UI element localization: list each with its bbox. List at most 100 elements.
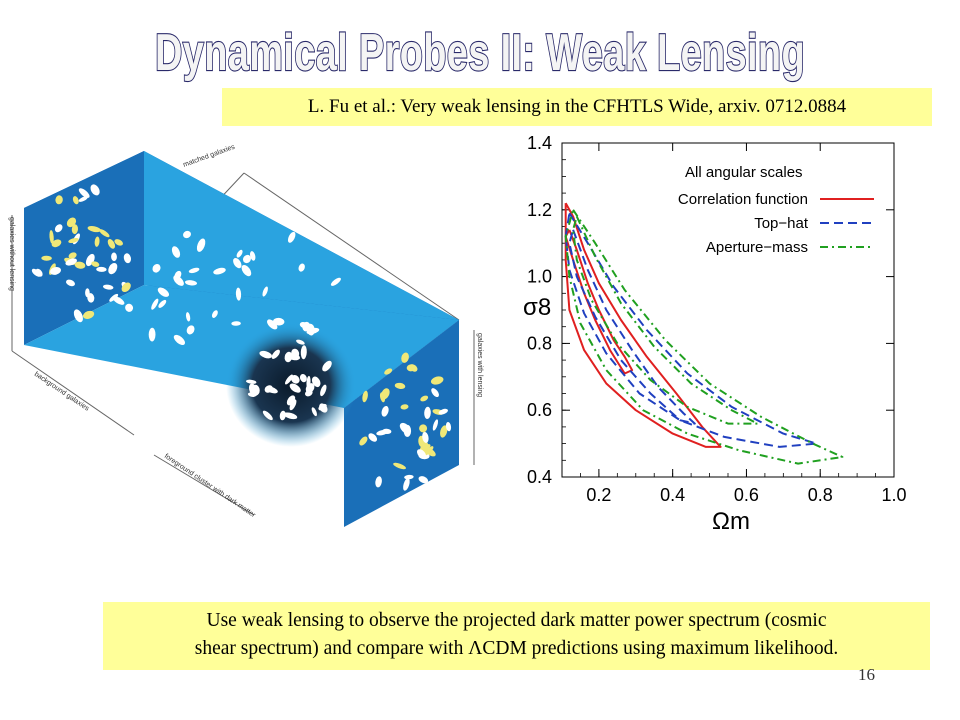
galaxy-ellipse — [152, 264, 161, 273]
galaxy-ellipse — [188, 267, 200, 274]
galaxy-ellipse — [41, 255, 52, 261]
galaxy-ellipse — [241, 264, 252, 277]
galaxy-ellipse — [186, 325, 195, 335]
galaxy-ellipse — [173, 334, 186, 345]
caption-line-2: shear spectrum) and compare with ΛCDM pr… — [194, 638, 839, 659]
y-tick-label: 1.2 — [527, 200, 552, 220]
galaxy-ellipse — [102, 284, 114, 290]
slide-title-text: Dynamical Probes II: Weak Lensing — [155, 24, 805, 82]
label-matched: matched galaxies — [182, 143, 236, 168]
galaxy-ellipse — [71, 224, 79, 235]
galaxy-ellipse — [290, 374, 300, 384]
x-tick-label: 0.2 — [586, 485, 611, 505]
label-foreground: foreground cluster with dark matter — [163, 453, 257, 520]
galaxy-ellipse — [51, 239, 62, 248]
galaxy-ellipse — [211, 310, 218, 318]
galaxy-ellipse — [319, 403, 328, 413]
galaxy-ellipse — [259, 350, 272, 359]
galaxy-ellipse — [289, 399, 297, 411]
galaxy-ellipse — [121, 282, 131, 293]
galaxy-ellipse — [54, 224, 63, 233]
galaxy-ellipse — [284, 351, 293, 363]
contour-dashdot-0 — [572, 216, 759, 425]
galaxy-ellipse — [123, 253, 131, 264]
galaxy-ellipse — [158, 299, 167, 308]
x-tick-label: 1.0 — [881, 485, 906, 505]
galaxy-ellipse — [78, 196, 88, 202]
galaxy-ellipse — [72, 196, 79, 205]
galaxy-ellipse — [424, 406, 431, 419]
galaxy-ellipse — [49, 230, 54, 244]
contour-dashed-0 — [568, 229, 696, 425]
galaxy-ellipse — [31, 268, 42, 277]
galaxy-ellipse — [157, 287, 170, 297]
galaxy-ellipse — [65, 258, 77, 266]
y-tick-label: 0.6 — [527, 400, 552, 420]
galaxy-ellipse — [49, 266, 62, 275]
galaxy-ellipse — [196, 238, 206, 252]
galaxy-ellipse — [320, 384, 327, 397]
galaxy-ellipse — [82, 310, 95, 319]
citation-box: L. Fu et al.: Very weak lensing in the C… — [222, 88, 932, 126]
galaxy-ellipse — [91, 261, 100, 267]
galaxy-ellipse — [285, 374, 293, 385]
contour-solid-1 — [564, 202, 722, 448]
galaxy-ellipse — [243, 254, 251, 264]
galaxy-ellipse — [381, 405, 389, 417]
galaxy-ellipse — [403, 424, 412, 437]
galaxy-ellipse — [420, 395, 429, 402]
galaxy-ellipse — [111, 252, 117, 262]
legend-label: Top−hat — [754, 215, 809, 232]
galaxy-ellipse — [322, 360, 332, 372]
galaxy-ellipse — [375, 476, 382, 488]
galaxy-ellipse — [125, 303, 134, 312]
galaxy-ellipse — [299, 374, 307, 383]
galaxy-ellipse — [289, 383, 301, 393]
galaxy-ellipse — [66, 217, 77, 228]
galaxy-ellipse — [174, 270, 182, 280]
x-tick-label: 0.8 — [808, 485, 833, 505]
galaxy-ellipse — [419, 424, 428, 433]
galaxy-ellipse — [305, 389, 313, 397]
galaxy-ellipse — [306, 327, 320, 335]
galaxy-ellipse — [87, 226, 101, 233]
sigma8-omegam-chart: 0.2 0.4 0.6 0.8 1.0 1.4 1.2 1.0 0.8 0.6 0.4 All an… — [523, 133, 907, 535]
legend-label: Aperture−mass — [706, 239, 808, 256]
galaxy-ellipse — [245, 379, 257, 384]
label-front-wall: galaxies with lensing — [476, 333, 483, 397]
y-tick-label: 0.8 — [527, 333, 552, 353]
y-tick-label: 0.4 — [527, 467, 552, 487]
galaxy-field — [31, 184, 452, 491]
galaxy-ellipse — [311, 376, 321, 388]
lensing-illustration: matched galaxies galaxies without lensin… — [8, 143, 483, 527]
galaxy-ellipse — [108, 262, 118, 275]
galaxy-ellipse — [300, 345, 307, 360]
galaxy-ellipse — [185, 312, 191, 322]
galaxy-ellipse — [296, 339, 305, 345]
y-axis-label: σ8 — [523, 294, 551, 321]
galaxy-ellipse — [430, 376, 444, 385]
galaxy-ellipse — [445, 421, 452, 432]
galaxy-ellipse — [376, 429, 388, 436]
x-axis-label: Ωm — [712, 508, 750, 535]
contour-dashed-1 — [564, 212, 818, 448]
galaxy-ellipse — [109, 293, 119, 302]
galaxy-ellipse — [66, 279, 75, 287]
galaxy-ellipse — [78, 188, 90, 198]
caption-line-1: Use weak lensing to observe the projecte… — [206, 610, 827, 631]
galaxy-ellipse — [298, 263, 305, 272]
middle-plane — [144, 151, 459, 320]
x-tick-label: 0.4 — [660, 485, 685, 505]
galaxy-ellipse — [425, 447, 436, 457]
galaxy-ellipse — [287, 231, 296, 243]
galaxy-ellipse — [236, 249, 243, 258]
galaxy-ellipse — [393, 462, 407, 470]
y-tick-label: 1.0 — [527, 267, 552, 287]
galaxy-ellipse — [432, 419, 439, 431]
galaxy-ellipse — [286, 395, 296, 406]
galaxy-ellipse — [74, 261, 86, 269]
galaxy-ellipse — [422, 431, 429, 443]
galaxy-ellipse — [431, 388, 439, 398]
galaxy-ellipse — [107, 239, 116, 249]
